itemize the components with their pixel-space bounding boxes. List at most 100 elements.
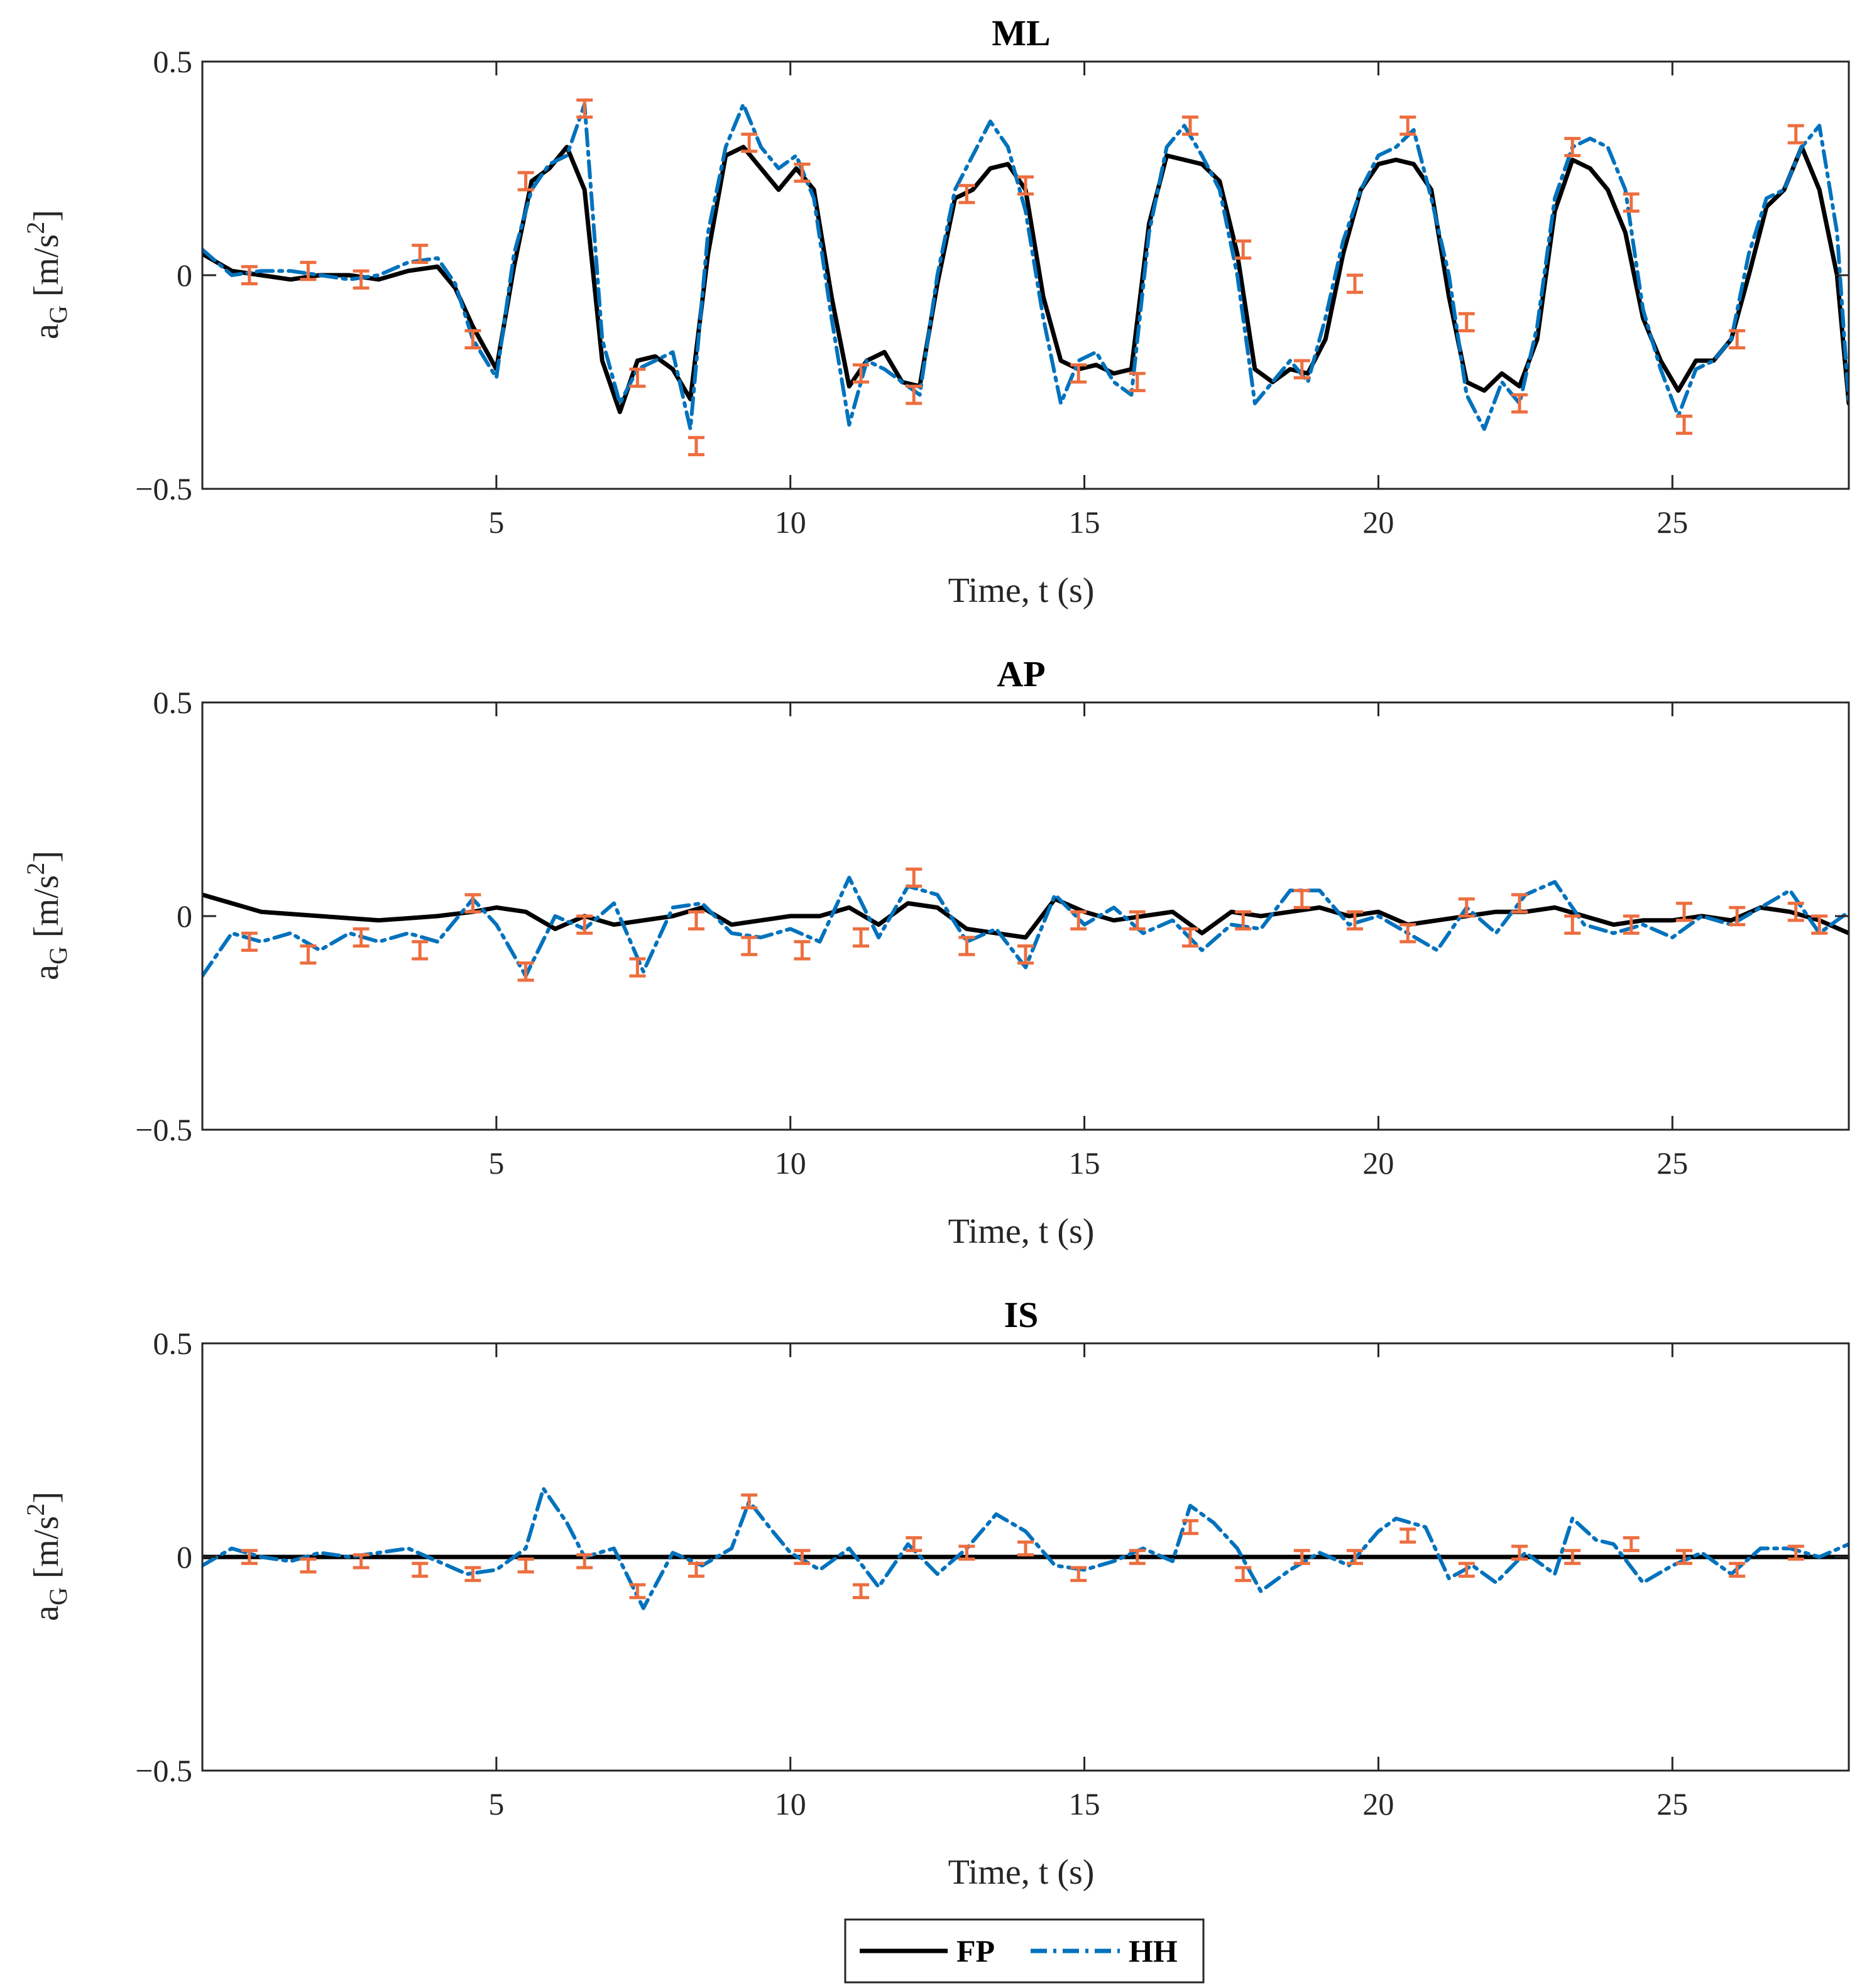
x-axis-label: Time, t (s) bbox=[948, 571, 1095, 610]
x-tick-label: 25 bbox=[1657, 1145, 1688, 1181]
error-bar bbox=[1511, 1544, 1528, 1561]
error-bar bbox=[794, 1549, 811, 1565]
error-bar bbox=[1070, 910, 1087, 931]
y-label-sup: 2 bbox=[21, 1504, 50, 1516]
y-label-base: a bbox=[27, 324, 66, 339]
x-tick-label: 15 bbox=[1069, 1145, 1100, 1181]
series-group bbox=[202, 1487, 1849, 1610]
error-bar bbox=[464, 329, 481, 350]
error-bar bbox=[1787, 124, 1804, 145]
y-tick-label: −0.5 bbox=[135, 1753, 192, 1788]
y-tick-label: 0 bbox=[177, 258, 192, 293]
x-tick-label: 20 bbox=[1362, 1145, 1394, 1181]
legend: FP HH bbox=[844, 1918, 1205, 1984]
error-bar bbox=[412, 940, 429, 961]
error-bar bbox=[412, 1561, 429, 1578]
error-bar bbox=[1070, 1566, 1087, 1582]
error-bar bbox=[1293, 1549, 1310, 1565]
error-bar bbox=[906, 1536, 923, 1553]
error-bar bbox=[1129, 1549, 1146, 1565]
x-axis-label: Time, t (s) bbox=[948, 1853, 1095, 1892]
panel-title: IS bbox=[1004, 1294, 1039, 1335]
error-bar bbox=[1399, 923, 1416, 944]
x-tick-label: 15 bbox=[1069, 505, 1100, 540]
error-bar bbox=[1623, 914, 1640, 935]
y-label-sub: G bbox=[44, 1587, 72, 1605]
error-bar bbox=[1070, 363, 1087, 384]
y-label-sub: G bbox=[44, 305, 72, 324]
error-bar bbox=[958, 936, 975, 956]
error-bar bbox=[958, 1544, 975, 1561]
error-bar bbox=[1564, 914, 1581, 935]
error-bar bbox=[517, 171, 534, 192]
y-axis-label: aG [m/s2] bbox=[21, 210, 72, 339]
y-label-close: ] bbox=[27, 1492, 66, 1504]
error-bar bbox=[1129, 371, 1146, 393]
error-bar bbox=[517, 1557, 534, 1574]
error-bar bbox=[1017, 175, 1034, 196]
panel-ml: ML 5 10 15 20 25 −0.5 0 0.5 Time, t (s) aG [m/s2… bbox=[21, 13, 1850, 610]
plot-area: 5 10 15 20 25 −0.5 0 0.5 bbox=[135, 1326, 1850, 1821]
error-bar bbox=[412, 243, 429, 265]
error-bar bbox=[853, 927, 869, 948]
legend-hh-label: HH bbox=[1129, 1933, 1178, 1969]
error-bar bbox=[741, 1493, 758, 1510]
y-tick-label: −0.5 bbox=[135, 471, 192, 506]
error-bar bbox=[794, 162, 811, 183]
error-bar bbox=[1729, 329, 1746, 350]
error-bar bbox=[1017, 944, 1034, 965]
error-bar bbox=[1676, 414, 1692, 435]
series-line-hh bbox=[202, 102, 1849, 431]
error-bar bbox=[1458, 897, 1475, 918]
y-label-sup: 2 bbox=[21, 863, 50, 875]
error-bar bbox=[576, 1553, 593, 1570]
error-bar bbox=[1347, 1549, 1363, 1565]
panel-is: IS 5 10 15 20 25 −0.5 0 0.5 Time, t (s) aG [m/s2… bbox=[21, 1294, 1850, 1892]
error-bar bbox=[300, 1557, 317, 1574]
error-bar bbox=[1182, 927, 1198, 948]
y-tick-label: 0 bbox=[177, 898, 192, 934]
error-bar bbox=[1564, 1549, 1581, 1565]
error-bar bbox=[1399, 1527, 1416, 1544]
error-bar bbox=[464, 1566, 481, 1582]
error-bar bbox=[241, 1549, 258, 1565]
errorbar-group bbox=[241, 98, 1804, 457]
error-bar bbox=[1458, 312, 1475, 332]
x-tick-label: 5 bbox=[488, 1786, 504, 1821]
errorbar-group bbox=[241, 867, 1828, 982]
error-bar bbox=[688, 1561, 704, 1578]
y-label-unit: [m/s bbox=[27, 1516, 66, 1579]
error-bar bbox=[464, 893, 481, 914]
plot-area: 5 10 15 20 25 −0.5 0 0.5 bbox=[135, 44, 1850, 540]
error-bar bbox=[300, 261, 317, 281]
error-bar bbox=[1399, 115, 1416, 136]
error-bar bbox=[1729, 905, 1746, 927]
y-axis-label: aG [m/s2] bbox=[21, 851, 72, 980]
error-bar bbox=[1623, 1536, 1640, 1553]
y-axis-label: aG [m/s2] bbox=[21, 1492, 72, 1621]
y-label-unit: [m/s bbox=[27, 875, 66, 938]
plot-area: 5 10 15 20 25 −0.5 0 0.5 bbox=[135, 685, 1850, 1181]
x-tick-label: 10 bbox=[775, 1786, 806, 1821]
error-bar bbox=[1347, 273, 1363, 294]
error-bar bbox=[1676, 902, 1692, 922]
error-bar bbox=[1293, 888, 1310, 909]
legend-fp-label: FP bbox=[956, 1933, 995, 1969]
y-label-base: a bbox=[27, 1605, 66, 1621]
error-bar bbox=[1182, 1519, 1198, 1536]
error-bar bbox=[353, 269, 370, 290]
y-tick-label: 0.5 bbox=[153, 685, 193, 720]
error-bar bbox=[1811, 914, 1828, 935]
error-bar bbox=[1787, 902, 1804, 922]
x-tick-label: 10 bbox=[775, 1145, 806, 1181]
x-tick-label: 10 bbox=[775, 505, 806, 540]
error-bar bbox=[1623, 192, 1640, 213]
y-label-sub: G bbox=[44, 946, 72, 964]
x-axis-label: Time, t (s) bbox=[948, 1212, 1095, 1251]
y-label-close: ] bbox=[27, 851, 66, 863]
error-bar bbox=[1017, 1540, 1034, 1557]
error-bar bbox=[741, 133, 758, 153]
error-bar bbox=[576, 98, 593, 119]
error-bar bbox=[629, 1583, 646, 1600]
